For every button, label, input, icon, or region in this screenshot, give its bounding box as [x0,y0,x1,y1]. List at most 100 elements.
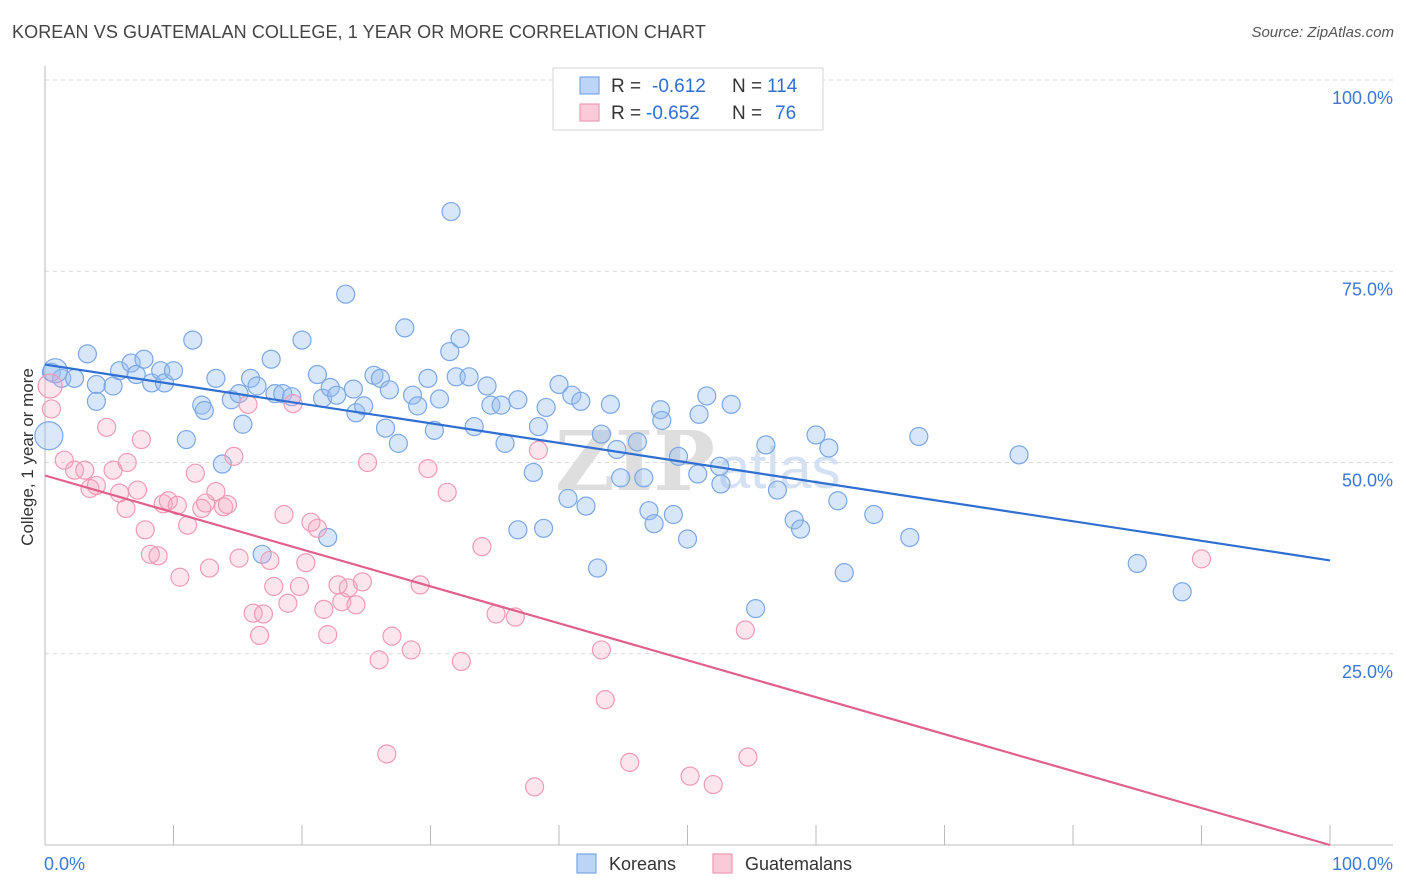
point-koreans-77 [607,439,627,460]
legend-r-value-1: -0.612 [652,76,706,97]
point-koreans-66 [528,416,549,437]
trend-line-koreans [44,363,1331,562]
point-koreans-20 [206,368,226,388]
point-koreans-52 [429,389,450,409]
point-guatemalans-43 [307,518,328,538]
point-koreans-47 [395,318,415,338]
point-guatemalans-3 [64,460,85,480]
bottom-legend-label-guatemalans: Guatemalans [745,854,852,874]
grid [45,79,1393,655]
point-koreans-32 [292,330,312,350]
point-guatemalans-25 [199,558,220,578]
point-koreans-48 [402,385,423,405]
point-guatemalans-40 [289,576,310,597]
point-koreans-41 [354,396,374,416]
point-guatemalans-50 [352,572,372,592]
point-koreans-104 [900,527,920,548]
point-koreans-cluster-2 [34,421,64,451]
point-guatemalans-18 [158,491,178,511]
point-koreans-63 [508,390,528,410]
point-guatemalans-54 [382,626,402,646]
point-koreans-96 [767,480,788,500]
point-guatemalans-60 [472,537,492,557]
point-guatemalans-29 [224,446,244,466]
point-guatemalans-66 [595,690,615,710]
point-koreans-65 [523,462,543,483]
point-koreans-69 [549,374,569,395]
point-koreans-85 [663,504,683,525]
x-tick-labels: 0.0% 100.0% [44,854,1393,874]
point-koreans-55 [450,328,470,349]
point-koreans-16 [176,429,196,450]
legend-r-value-2: -0.652 [646,103,700,124]
point-guatemalans-49 [346,595,366,615]
point-koreans-26 [247,376,267,396]
point-guatemalans-55 [401,640,421,660]
point-koreans-82 [644,514,664,534]
point-guatemalans-33 [249,625,270,645]
point-guatemalans-67 [620,752,640,772]
point-koreans-44 [375,418,396,438]
point-koreans-102 [834,563,854,583]
point-koreans-21 [212,454,232,474]
chart-title: KOREAN VS GUATEMALAN COLLEGE, 1 YEAR OR … [12,22,707,42]
point-guatemalans-30 [229,548,249,568]
point-koreans-87 [677,529,698,549]
axes [44,66,1393,846]
point-koreans-49 [408,396,428,416]
point-koreans-33 [307,364,328,385]
point-guatemalans-36 [264,576,284,597]
point-guatemalans-37 [274,504,294,525]
point-guatemalans-35 [260,550,280,571]
trend-lines [44,363,1331,847]
y-tick-label-4: 100.0% [1332,88,1393,108]
point-koreans-15 [163,361,184,381]
legend-n-label-2: N = [732,103,762,124]
point-guatemalans-68 [680,766,700,786]
point-koreans-4 [77,344,98,364]
y-tick-label-2: 50.0% [1342,471,1393,491]
point-guatemalans-22 [185,463,205,483]
bottom-legend-swatch-guatemalans [712,853,733,874]
point-guatemalans-13 [131,429,151,450]
point-koreans-62 [495,433,515,453]
point-koreans-74 [587,558,608,578]
point-koreans-45 [379,380,399,400]
point-guatemalans-58 [437,482,457,502]
point-koreans-58 [477,376,497,396]
point-guatemalans-20 [170,567,190,587]
point-koreans-9 [121,353,141,373]
point-koreans-30 [252,544,272,564]
point-guatemalans-23 [192,498,212,518]
point-koreans-95 [756,435,776,455]
series-guatemalans [37,373,1212,797]
point-koreans-39 [343,379,363,399]
bottom-legend-label-koreans: Koreans [609,854,676,874]
point-koreans-99 [806,425,826,445]
point-koreans-18 [192,395,212,415]
point-koreans-75 [591,424,612,444]
point-koreans-64 [508,520,528,540]
point-guatemalans-10 [116,498,136,518]
point-koreans-80 [634,468,654,488]
point-koreans-56 [459,367,479,387]
point-koreans-5 [86,374,107,395]
point-guatemalans-15 [140,544,160,564]
point-guatemalans-31 [238,394,258,414]
point-guatemalans-44 [314,599,334,619]
point-guatemalans-41 [296,553,316,573]
point-koreans-25 [241,368,261,388]
point-koreans-78 [611,468,631,488]
point-guatemalans-71 [735,620,755,640]
point-koreans-46 [388,433,408,453]
point-guatemalans-63 [524,777,545,797]
point-koreans-70 [558,488,578,509]
point-koreans-17 [183,330,203,350]
point-guatemalans-64 [528,440,549,460]
legend-swatch-koreans [579,76,600,95]
stats-legend: R = -0.612 N = 114 R = -0.652 N = 76 [552,67,824,131]
point-guatemalans-28 [217,494,238,515]
point-guatemalans-12 [127,480,148,500]
point-koreans-51 [424,420,444,440]
